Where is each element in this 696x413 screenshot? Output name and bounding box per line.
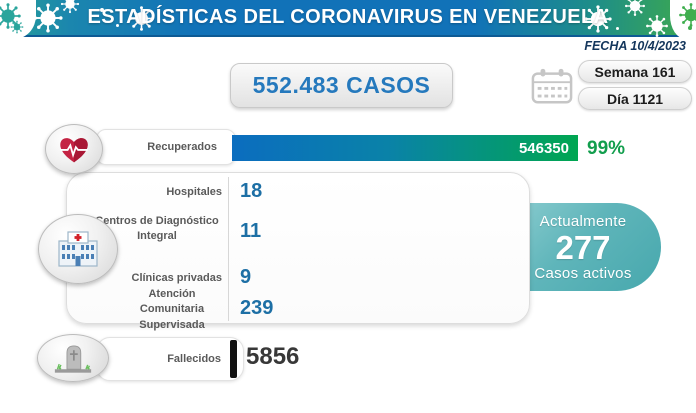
deaths-value: 5856: [246, 343, 300, 370]
decorative-dot: [116, 24, 119, 27]
decorative-dot: [616, 27, 619, 30]
active-cases-value: 277: [555, 228, 611, 266]
virus-icon: [10, 20, 24, 34]
cdi-label: Centros de Diagnóstico Integral: [95, 215, 219, 243]
recovered-progress-bar: 546350: [232, 135, 578, 161]
hospitals-label: Hospitales: [166, 186, 222, 198]
divider: [228, 177, 229, 321]
breakdown-row-value: 18: [240, 180, 263, 202]
decorative-dot: [100, 8, 104, 12]
hospital-icon-circle: [38, 214, 118, 284]
recovered-label: Recuperados: [147, 141, 217, 153]
hospital-icon: [58, 231, 98, 267]
recovered-icon-circle: [45, 124, 103, 174]
breakdown-row-value: 239: [240, 297, 274, 319]
virus-icon: [678, 2, 696, 28]
private-clinics-label: Clínicas privadas: [131, 272, 223, 284]
breakdown-row-label: Centros de Diagnóstico Integral: [92, 214, 222, 245]
deaths-bar: [230, 340, 237, 378]
active-cases-caption: Actualmente: [539, 212, 627, 230]
breakdown-panel: [66, 172, 530, 324]
header-banner: ESTADÍSTICAS DEL CORONAVIRUS EN VENEZUEL…: [0, 0, 696, 37]
date-label: FECHA 10/4/2023: [584, 39, 686, 53]
deaths-icon-circle: [37, 334, 109, 382]
recovered-label-pill: Recuperados: [96, 129, 236, 165]
deaths-label-pill: Fallecidos: [96, 337, 244, 381]
recovered-percent: 99%: [587, 138, 626, 159]
breakdown-row-value: 11: [240, 220, 262, 242]
tombstone-icon: [54, 345, 92, 373]
day-badge: Día 1121: [578, 87, 692, 110]
community-care-label: Atención Comunitaria Supervisada: [139, 288, 205, 331]
recovered-value: 546350: [518, 139, 569, 157]
breakdown-row-value: 9: [240, 266, 252, 288]
page-title: ESTADÍSTICAS DEL CORONAVIRUS EN VENEZUEL…: [87, 6, 609, 28]
active-cases-subcaption: Casos activos: [534, 264, 632, 282]
breakdown-row-label: Clínicas privadas: [62, 271, 223, 286]
day-label: Día 1121: [606, 90, 664, 107]
calendar-icon: [531, 68, 573, 104]
week-label: Semana 161: [594, 63, 676, 80]
week-badge: Semana 161: [578, 60, 692, 83]
total-cases-box: 552.483 CASOS: [230, 63, 453, 108]
corner-decoration: [670, 0, 696, 39]
decorative-dot: [688, 26, 692, 30]
active-cases-bubble: Actualmente 277 Casos activos: [505, 203, 661, 291]
total-cases-label: 552.483 CASOS: [252, 72, 431, 98]
breakdown-row-label: Hospitales: [62, 185, 222, 200]
breakdown-row-label: Atención Comunitaria Supervisada: [122, 287, 222, 333]
heart-ekg-icon: [60, 137, 88, 162]
deaths-label: Fallecidos: [167, 353, 221, 365]
